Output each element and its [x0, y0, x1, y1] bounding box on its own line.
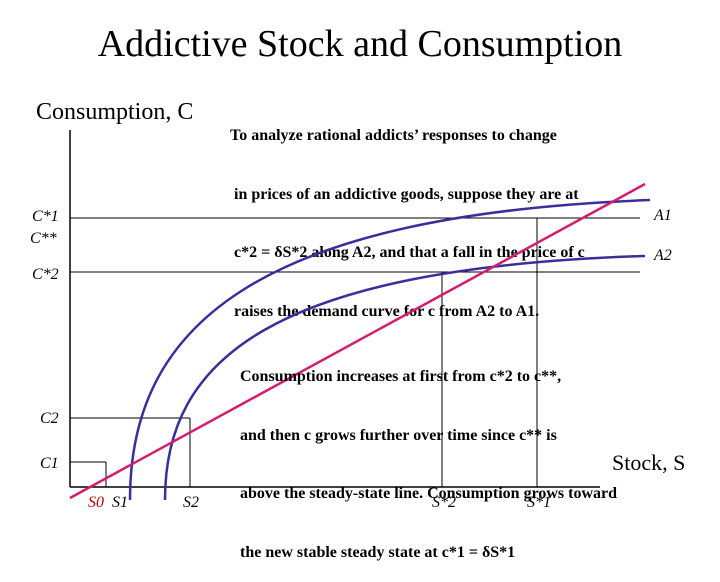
x-tick-s-star-2: S*2	[432, 494, 456, 511]
x-tick-s-star-1: S*1	[527, 494, 551, 511]
y-tick-c2: C2	[40, 410, 59, 427]
note-bottom-line: and then c grows further over time since…	[240, 426, 557, 444]
note-bottom-line: above the steady-state line. Consumption…	[240, 485, 618, 502]
y-tick-c1: C1	[40, 455, 59, 472]
y-tick-c-star-star: C**	[30, 230, 57, 247]
note-bottom-line: Consumption increases at first from c*2 …	[240, 368, 562, 385]
note-top-line: c*2 = δS*2 along A2, and that a fall in …	[230, 244, 585, 261]
x-axis-label: Stock, S	[612, 450, 686, 475]
note-bottom: Consumption increases at first from c*2 …	[240, 328, 617, 582]
y-tick-c-star-2: C*2	[32, 266, 59, 283]
curve-label-a1: A1	[654, 207, 672, 224]
page-title: Addictive Stock and Consumption	[97, 23, 623, 65]
x-tick-s1: S1	[112, 494, 128, 511]
diagram-canvas	[69, 130, 651, 501]
note-top-line: in prices of an addictive goods, suppose…	[230, 185, 579, 203]
curve-label-a2: A2	[654, 247, 672, 264]
note-bottom-line: the new stable steady state at c*1 = δS*…	[240, 543, 516, 561]
y-tick-c-star-1: C*1	[32, 208, 59, 225]
steady-state-line	[69, 182, 646, 500]
note-top-line: To analyze rational addicts’ responses t…	[230, 127, 557, 144]
demand-curve-a1	[128, 198, 651, 501]
x-tick-s2: S2	[183, 494, 199, 511]
y-axis-label: Consumption, C	[36, 99, 194, 125]
x-tick-s0: S0	[88, 494, 104, 511]
note-top: To analyze rational addicts’ responses t…	[230, 87, 585, 341]
